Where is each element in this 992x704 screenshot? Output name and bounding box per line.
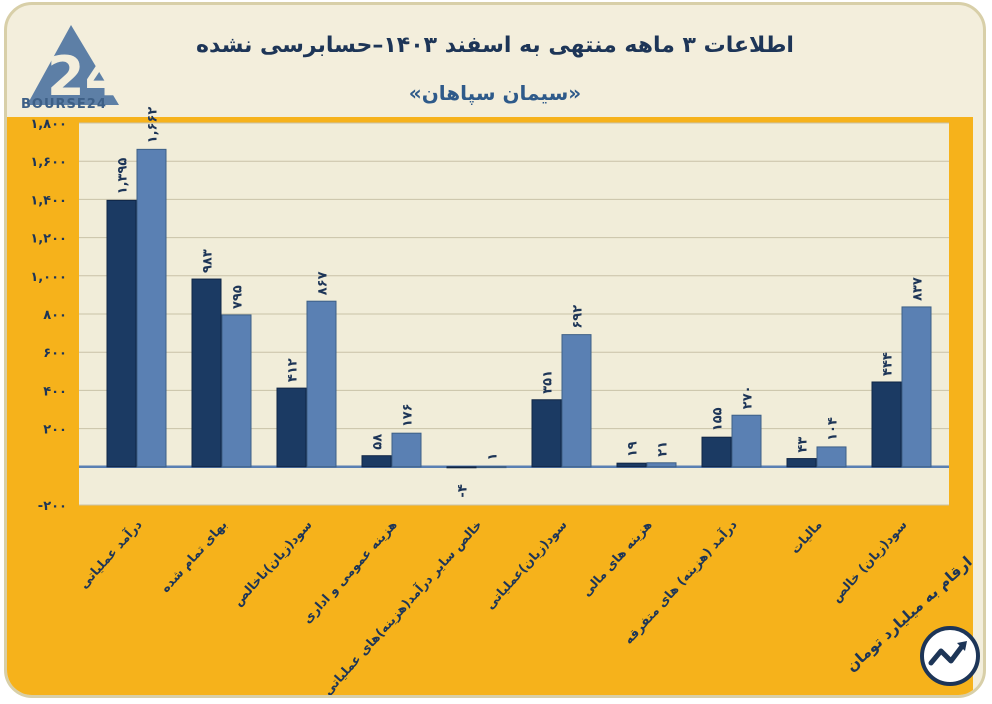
- data-label: ۲۷۰: [741, 385, 756, 409]
- bar: [191, 278, 222, 468]
- bar: [306, 300, 337, 468]
- data-label: ۴۳: [796, 437, 811, 453]
- y-tick-label: ۱,۸۰۰: [30, 117, 67, 132]
- data-label: ۱,۶۶۲: [146, 107, 161, 144]
- y-tick-label: ۶۰۰: [43, 346, 67, 361]
- bar: [701, 436, 732, 468]
- bar: [476, 466, 507, 469]
- bar: [276, 387, 307, 468]
- bar: [361, 455, 392, 468]
- data-label: ۹۸۳: [201, 249, 216, 273]
- bar: [136, 148, 167, 468]
- bar: [816, 446, 847, 468]
- data-label: -۴: [456, 484, 471, 497]
- bar: [106, 199, 137, 468]
- y-tick-label: ۲۰۰: [43, 423, 67, 438]
- bourse24-logo-icon: 24: [27, 25, 122, 108]
- bar: [616, 462, 647, 468]
- bar: [871, 381, 902, 468]
- bar: [391, 432, 422, 468]
- data-label: ۱,۳۹۵: [116, 158, 131, 195]
- data-label: ۲۱: [656, 441, 671, 457]
- bar: [561, 334, 592, 468]
- data-label: ۷۹۵: [231, 285, 246, 309]
- data-label: ۳۵۱: [541, 370, 556, 394]
- bar: [901, 306, 932, 468]
- y-tick-label: -۲۰۰: [38, 499, 67, 514]
- chart-card: -۲۰۰ ۲۰۰ ۴۰۰ ۶۰۰ ۸۰۰ ۱,۰۰۰ ۱,۲۰۰ ۱,۴۰۰ ۱,۶۰۰ ۱,۸۰…: [4, 2, 986, 698]
- data-label: ۸۳۷: [911, 277, 926, 301]
- y-tick-label: ۱,۰۰۰: [30, 270, 67, 285]
- chart-title: اطلاعات ۳ ماهه منتهی به اسفند ۱۴۰۳–حسابر…: [196, 33, 794, 58]
- bar: [786, 458, 817, 468]
- bar-chart: -۲۰۰ ۲۰۰ ۴۰۰ ۶۰۰ ۸۰۰ ۱,۰۰۰ ۱,۲۰۰ ۱,۴۰۰ ۱,۶۰۰ ۱,۸۰…: [7, 107, 973, 695]
- data-label: ۶۹۲: [571, 305, 586, 329]
- data-label: ۱۵۵: [711, 407, 726, 431]
- bar: [531, 399, 562, 468]
- y-tick-label: ۸۰۰: [43, 308, 67, 323]
- y-tick-label: ۱,۶۰۰: [30, 155, 67, 170]
- data-label: ۸۶۷: [316, 271, 331, 295]
- bar: [221, 314, 252, 468]
- y-tick-label: ۱,۲۰۰: [30, 232, 67, 247]
- chart-subtitle: «سیمان سپاهان»: [408, 81, 582, 105]
- bar: [731, 414, 762, 468]
- data-label: ۱۷۶: [401, 403, 416, 427]
- y-tick-label: ۱,۴۰۰: [30, 193, 67, 208]
- data-label: ۱۹: [626, 441, 641, 457]
- data-label: ۴۴۴: [881, 352, 896, 376]
- svg-text:24: 24: [47, 45, 122, 108]
- y-tick-label: ۴۰۰: [43, 384, 67, 399]
- bar: [646, 462, 677, 468]
- trend-badge-icon: [920, 626, 980, 686]
- logo-text: BOURSE24: [21, 97, 107, 112]
- data-label: ۱: [486, 453, 501, 461]
- data-label: ۵۸: [371, 434, 386, 450]
- data-label: ۴۱۲: [286, 358, 301, 382]
- data-label: ۱۰۴: [826, 417, 841, 441]
- bar: [446, 466, 477, 469]
